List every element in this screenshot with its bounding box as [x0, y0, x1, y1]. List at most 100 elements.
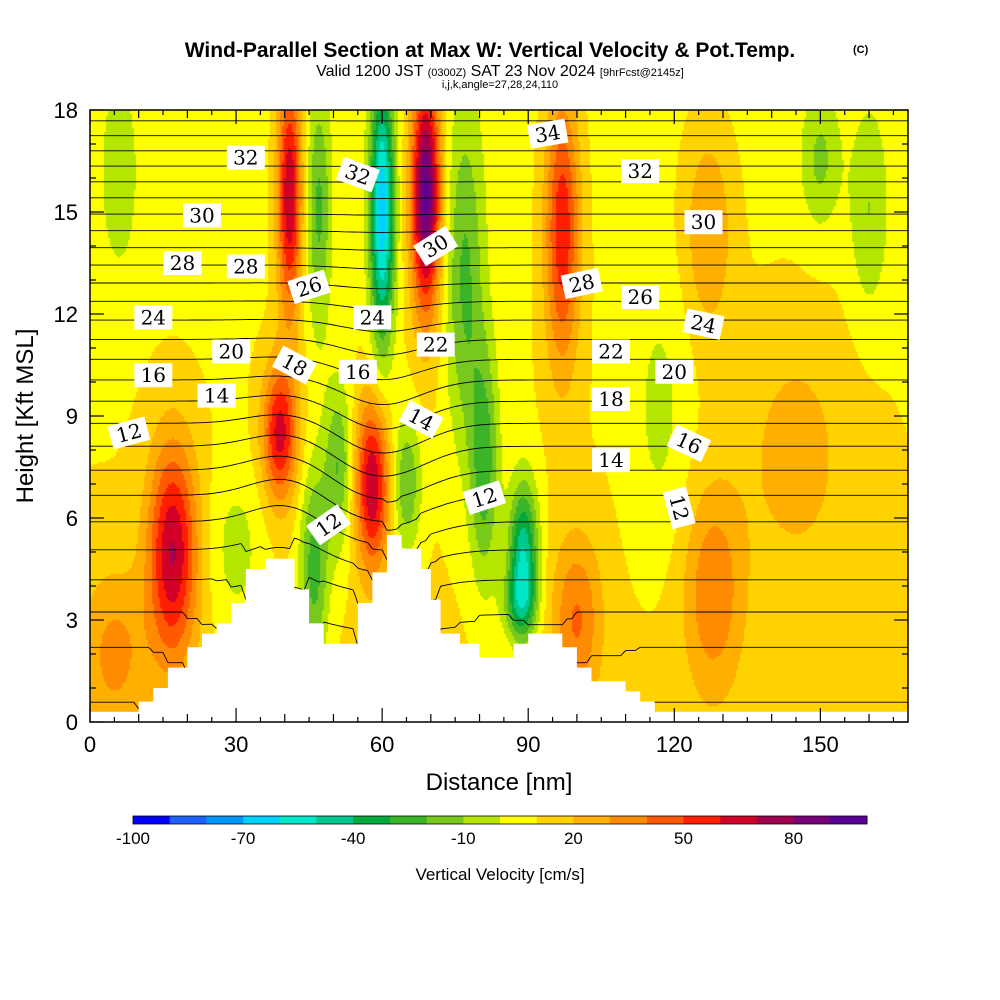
- colorbar-tick-label: 80: [784, 829, 803, 848]
- contour-label-text: 24: [360, 305, 385, 329]
- contour-label-text: 22: [598, 339, 623, 363]
- contour-label-26: 26: [287, 269, 331, 305]
- colorbar-tick-label: 50: [674, 829, 693, 848]
- colorbar-swatch: [830, 816, 868, 824]
- colorbar-swatch: [279, 816, 317, 824]
- contour-label-box: [287, 269, 331, 305]
- colorbar-swatch: [353, 816, 391, 824]
- colorbar-swatch: [316, 816, 354, 824]
- contour-label-box: [462, 480, 507, 515]
- contour-label-28: 28: [163, 251, 202, 275]
- contour-label-22: 22: [591, 339, 630, 364]
- forecast-tag: [9hrFcst@2145z]: [600, 67, 684, 79]
- chart-title-group: Wind-Parallel Section at Max W: Vertical…: [185, 39, 869, 91]
- contour-label-24: 24: [682, 308, 725, 340]
- terrain-profile: [90, 535, 908, 722]
- colorbar-swatch: [169, 816, 207, 824]
- contour-label-text: 24: [141, 305, 166, 329]
- contour-label-box: [398, 399, 444, 439]
- contour-label-22: 22: [416, 332, 455, 357]
- colorbar-tick-label: -100: [116, 829, 150, 848]
- contour-label-box: [655, 359, 694, 384]
- colorbar-swatch: [389, 816, 428, 824]
- contour-label-16: 16: [338, 359, 377, 384]
- x-tick-label: 150: [802, 732, 839, 757]
- colorbar-swatch: [463, 816, 501, 824]
- colorbar-swatch: [133, 816, 171, 824]
- grid-index-line: i,j,k,angle=27,28,24,110: [442, 79, 558, 91]
- colorbar-swatch: [793, 816, 831, 824]
- contour-label-text: 16: [141, 363, 166, 387]
- y-tick-label: 3: [66, 608, 78, 633]
- contour-line-29: [90, 197, 908, 199]
- colorbar-swatch: [426, 816, 464, 824]
- colorbar: -100 -70 -40 -10 20 50 80: [116, 815, 868, 848]
- colorbar-swatch: [683, 816, 721, 824]
- contour-label-30: 30: [684, 210, 723, 235]
- colorbar-swatch: [646, 816, 684, 824]
- contour-label-box: [306, 504, 352, 546]
- colorbar-frame: [132, 815, 868, 825]
- contour-label-box: [163, 251, 202, 275]
- contour-label-text: 24: [689, 310, 719, 339]
- x-tick-label: 0: [84, 732, 96, 757]
- contour-label-box: [591, 448, 630, 473]
- contour-label-box: [107, 416, 151, 450]
- colorbar-swatch: [243, 816, 281, 824]
- contour-label-box: [416, 332, 455, 357]
- contour-line-27: [90, 230, 908, 233]
- colorbar-swatch: [756, 816, 795, 824]
- colorbar-tick-label: -40: [341, 829, 366, 848]
- contour-label-26: 26: [621, 285, 660, 309]
- contour-label-24: 24: [353, 305, 392, 330]
- x-axis-title: Distance [nm]: [426, 769, 573, 796]
- contour-label-box: [666, 424, 712, 463]
- contour-label-box: [621, 285, 660, 309]
- contour-line-17: [90, 414, 908, 454]
- colorbar-title: Vertical Velocity [cm/s]: [415, 865, 584, 884]
- contour-label-text: 20: [218, 339, 243, 363]
- contour-label-box: [212, 339, 251, 364]
- colorbar-tick-label: 20: [564, 829, 583, 848]
- contour-label-28: 28: [560, 267, 603, 300]
- contour-label-text: 28: [233, 254, 258, 278]
- valid-utc: (0300Z): [428, 67, 467, 79]
- valid-time-line: Valid 1200 JST (0300Z) SAT 23 Nov 2024 […: [316, 63, 684, 80]
- contour-label-32: 32: [621, 159, 660, 184]
- contour-label-text: 14: [598, 448, 623, 472]
- contour-label-text: 28: [567, 269, 597, 298]
- contour-line-14: [90, 478, 908, 531]
- contour-label-text: 14: [204, 384, 229, 408]
- contour-label-16: 16: [134, 363, 173, 388]
- contour-label-text: 16: [345, 360, 370, 384]
- contour-label-box: [591, 339, 630, 364]
- y-axis-title: Height [Kft MSL]: [12, 329, 39, 504]
- contour-label-box: [226, 145, 265, 170]
- colorbar-swatch: [610, 816, 648, 824]
- contour-label-12: 12: [662, 486, 696, 530]
- y-tick-label: 18: [54, 98, 78, 123]
- contour-label-box: [591, 387, 630, 411]
- contour-label-box: [182, 203, 221, 228]
- colorbar-swatch: [500, 816, 538, 824]
- contour-label-text: 32: [233, 146, 258, 170]
- contour-label-box: [338, 359, 377, 384]
- contour-label-text: 30: [189, 203, 214, 227]
- vertical-velocity-field: [90, 110, 908, 722]
- contour-label-box: [684, 210, 723, 235]
- y-tick-label: 6: [66, 506, 78, 531]
- contour-label-box: [197, 383, 236, 408]
- chart-title: Wind-Parallel Section at Max W: Vertical…: [185, 39, 796, 62]
- contour-label-box: [621, 159, 660, 184]
- valid-date: SAT 23 Nov 2024: [471, 63, 596, 80]
- contour-label-text: 22: [423, 333, 448, 357]
- contour-label-box: [682, 308, 725, 340]
- contour-label-18: 18: [591, 387, 630, 411]
- contour-label-text: 32: [627, 159, 652, 183]
- contour-label-20: 20: [655, 359, 694, 384]
- contour-label-text: 34: [533, 120, 562, 148]
- y-tick-label: 9: [66, 404, 78, 429]
